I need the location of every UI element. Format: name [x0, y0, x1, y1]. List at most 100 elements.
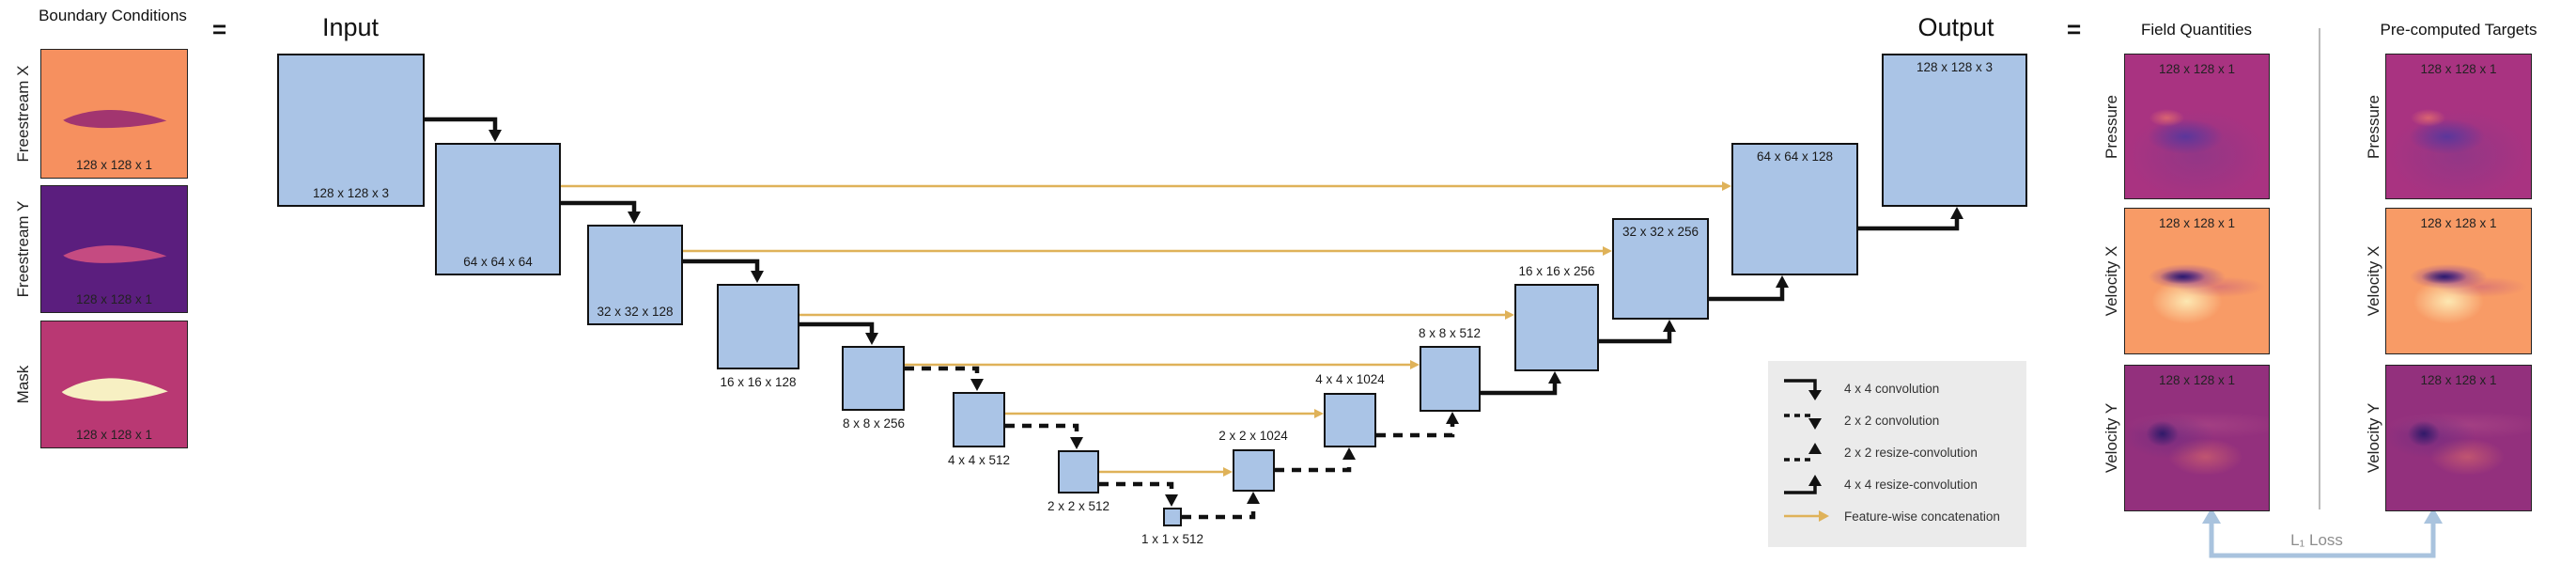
box-dims: 4 x 4 x 1024: [1315, 372, 1385, 386]
mask-image: 128 x 128 x 1: [40, 321, 188, 448]
pressure-dims: 128 x 128 x 1: [2158, 62, 2236, 76]
box-dims: 32 x 32 x 256: [1622, 225, 1699, 239]
precomputed-targets-title: Pre-computed Targets: [2380, 21, 2537, 39]
loss-arrow-right: [2424, 508, 2443, 524]
unet-box-16-dec: [1514, 280, 1603, 371]
legend-item: 4 x 4 resize-convolution: [1781, 468, 2026, 500]
velocity-x-label-pt: Velocity X: [2365, 245, 2382, 317]
unet-box-4-enc: [953, 392, 1005, 447]
unet-box-32-dec: 32 x 32 x 256: [1612, 214, 1713, 320]
boundary-conditions-title: Boundary Conditions: [39, 7, 187, 24]
resize-conv-4x4-up-icon: [1784, 475, 1822, 494]
resize-up-64-output: [1858, 207, 1963, 231]
unet-box-2-dec: [1233, 446, 1279, 492]
resize-4x4-arrows: [1481, 207, 1963, 396]
freestream-y-dims: 128 x 128 x 1: [75, 292, 153, 306]
box-dims: 16 x 16 x 256: [1518, 264, 1595, 278]
input-title: Input: [321, 13, 380, 41]
loss-arrow-left: [2202, 508, 2221, 524]
unet-box-bottleneck: [1163, 508, 1182, 526]
velocity-x-dims: 128 x 128 x 1: [2158, 216, 2236, 230]
velocity-y-label-pt: Velocity Y: [2365, 402, 2382, 474]
box-dims: 8 x 8 x 256: [842, 416, 906, 431]
resize-up-1-2: [1182, 492, 1260, 520]
airfoil-shape-icon: [61, 378, 168, 401]
freestream-x-image: 128 x 128 x 1: [40, 49, 188, 179]
legend-item: 2 x 2 convolution: [1781, 404, 2026, 436]
velocity-y-field-image: 128 x 128 x 1: [2124, 365, 2270, 511]
box-dims: 4 x 4 x 512: [947, 453, 1011, 467]
freestream-y-label: Freestream Y: [14, 200, 32, 298]
velocity-y-target-image: 128 x 128 x 1: [2385, 365, 2532, 511]
airfoil-shape-icon: [63, 245, 167, 263]
resize-up-4-8: [1376, 412, 1459, 438]
freestream-x-label: Freestream X: [14, 65, 32, 163]
conv-down-2-1: [1099, 481, 1178, 507]
resize-up-32-64: [1709, 275, 1789, 302]
field-quantities-title: Field Quantities: [2140, 21, 2253, 39]
conv-4x4-down-icon: [1784, 379, 1822, 400]
conv-2x2-arrows: [905, 366, 1459, 520]
pressure-label-fq: Pressure: [2103, 94, 2120, 160]
resize-up-16-32: [1599, 320, 1676, 344]
pressure-dims: 128 x 128 x 1: [2420, 62, 2497, 76]
unet-box-input: 128 x 128 x 3: [277, 54, 425, 207]
box-dims: 8 x 8 x 512: [1418, 326, 1482, 340]
legend-box: 4 x 4 convolution 2 x 2 convolution 2 x …: [1768, 361, 2026, 547]
box-dims: 2 x 2 x 512: [1047, 499, 1110, 513]
box-dims: 128 x 128 x 3: [312, 186, 390, 200]
unet-box-8-dec: [1420, 342, 1484, 412]
box-dims: 64 x 64 x 64: [463, 255, 533, 269]
conv-down-8-4: [905, 366, 984, 391]
box-dims: 128 x 128 x 3: [1916, 60, 1994, 74]
pressure-target-image: 128 x 128 x 1: [2385, 54, 2532, 199]
l1-loss-bracket: [2202, 508, 2443, 558]
legend-item: Feature-wise concatenation: [1781, 500, 2026, 532]
mask-dims: 128 x 128 x 1: [75, 428, 153, 442]
output-title: Output: [1917, 13, 1994, 41]
conv-4x4-arrows: [424, 117, 878, 345]
unet-box-8-enc: [842, 346, 905, 411]
pressure-label-pt: Pressure: [2365, 94, 2382, 160]
velocity-y-dims: 128 x 128 x 1: [2420, 373, 2497, 387]
box-dims: 64 x 64 x 128: [1756, 149, 1834, 164]
resize-conv-2x2-up-icon: [1784, 443, 1822, 462]
column-divider: [2319, 28, 2320, 509]
unet-box-32-enc: 32 x 32 x 128: [587, 225, 683, 325]
unet-box-2-enc: [1058, 450, 1099, 494]
velocity-x-field-image: 128 x 128 x 1: [2124, 208, 2270, 354]
conv-down-16-8: [799, 321, 878, 345]
resize-up-8-16: [1481, 371, 1561, 396]
concatenation-arrow-icon: [1784, 510, 1829, 522]
box-dims: 32 x 32 x 128: [597, 305, 674, 319]
box-dims: 1 x 1 x 512: [1141, 532, 1204, 546]
freestream-x-dims: 128 x 128 x 1: [75, 158, 153, 172]
freestream-y-image: 128 x 128 x 1: [40, 185, 188, 313]
unet-box-16-enc: [717, 284, 799, 369]
conv-down-input-64: [424, 117, 502, 142]
equals-sign-right: =: [2067, 15, 2082, 43]
unet-box-64-enc: 64 x 64 x 64: [435, 143, 561, 275]
resize-up-2-4: [1275, 447, 1356, 473]
l1-loss-label: L₁ Loss: [2290, 531, 2343, 549]
velocity-x-label-fq: Velocity X: [2103, 245, 2120, 317]
conv-down-4-2: [1005, 423, 1083, 449]
box-dims: 16 x 16 x 128: [720, 375, 797, 389]
velocity-y-dims: 128 x 128 x 1: [2158, 373, 2236, 387]
box-dims: 2 x 2 x 1024: [1218, 429, 1288, 443]
equals-sign-left: =: [212, 15, 227, 43]
velocity-x-target-image: 128 x 128 x 1: [2385, 208, 2532, 354]
pressure-field-image: 128 x 128 x 1: [2124, 54, 2270, 199]
legend-item: 4 x 4 convolution: [1781, 372, 2026, 404]
unet-box-4-dec: [1324, 389, 1380, 447]
velocity-y-label-fq: Velocity Y: [2103, 402, 2120, 474]
unet-box-output: 128 x 128 x 3: [1882, 54, 2027, 207]
conv-2x2-down-icon: [1784, 414, 1822, 430]
conv-down-32-16: [683, 258, 764, 283]
unet-box-64-dec: 64 x 64 x 128: [1731, 139, 1862, 275]
velocity-x-dims: 128 x 128 x 1: [2420, 216, 2497, 230]
airfoil-shape-icon: [63, 110, 167, 129]
legend-item: 2 x 2 resize-convolution: [1781, 436, 2026, 468]
